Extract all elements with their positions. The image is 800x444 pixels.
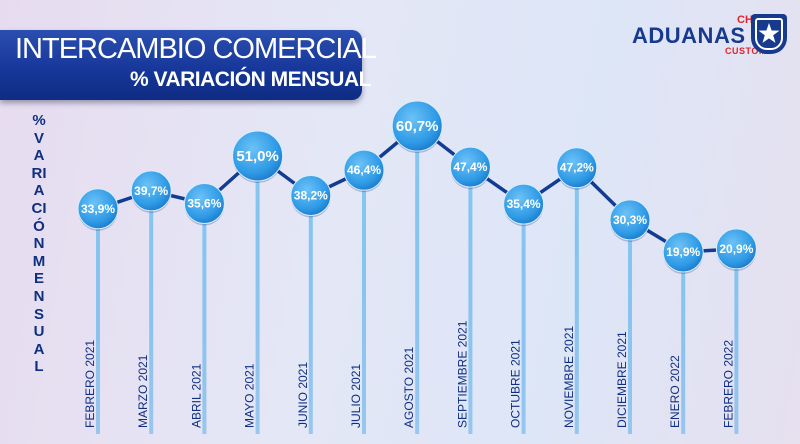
x-tick-label-7: SEPTIEMBRE 2021 — [455, 320, 469, 428]
data-label-1: 39,7% — [134, 184, 168, 198]
data-point-5 — [343, 149, 385, 191]
stem-0 — [96, 208, 100, 434]
x-tick-label-12: FEBRERO 2022 — [721, 340, 735, 428]
stem-9 — [574, 167, 579, 435]
chart-title: INTERCAMBIO COMERCIAL — [15, 33, 377, 65]
data-label-7: 47,4% — [453, 160, 487, 174]
x-tick-label-3: MAYO 2021 — [243, 363, 257, 428]
x-tick-label-9: NOVIEMBRE 2021 — [562, 326, 576, 428]
data-point-2 — [183, 183, 225, 225]
logo-customs-text: CUSTOMS — [725, 46, 774, 56]
data-point-10 — [609, 199, 651, 241]
x-tick-label-5: JULIO 2021 — [349, 364, 363, 428]
chart-subtitle: % VARIACIÓN MENSUAL — [130, 68, 371, 91]
data-label-10: 30,3% — [613, 213, 647, 227]
data-point-8 — [503, 183, 545, 225]
x-tick-label-11: ENERO 2022 — [668, 355, 682, 428]
x-tick-label-2: ABRIL 2021 — [189, 363, 203, 428]
y-axis-label: %VARIACIÓNMENSUAL — [31, 112, 47, 376]
star-shield-icon — [751, 14, 787, 54]
x-tick-labels: FEBRERO 2021 MARZO 2021 ABRIL 2021 MAYO 202… — [83, 320, 735, 428]
data-point-3 — [232, 130, 284, 182]
data-label-4: 38,2% — [294, 188, 328, 202]
x-tick-label-0: FEBRERO 2021 — [83, 340, 97, 428]
stem-6 — [415, 126, 420, 434]
data-point-9 — [556, 147, 598, 189]
stem-1 — [149, 190, 154, 434]
x-tick-label-8: OCTUBRE 2021 — [509, 339, 523, 428]
data-point-6 — [391, 100, 443, 152]
data-label-9: 47,2% — [560, 161, 594, 175]
data-point-12 — [715, 228, 757, 270]
bubbles-layer: 33,9% 39,7% 35,6% 51,0% 38,2% 46,4% 60,7% 47,4%… — [77, 100, 757, 274]
stem-5 — [362, 170, 366, 435]
stem-3 — [255, 155, 260, 435]
x-tick-label-10: DICIEMBRE 2021 — [615, 331, 629, 428]
badge-star — [758, 23, 780, 43]
data-point-7 — [449, 146, 491, 188]
data-point-4 — [290, 174, 332, 216]
x-tick-label-4: JUNIO 2021 — [296, 362, 310, 428]
stem-11 — [681, 252, 686, 434]
stems-layer — [96, 126, 739, 435]
data-label-0: 33,9% — [81, 202, 115, 216]
x-tick-label-1: MARZO 2021 — [136, 354, 150, 428]
data-label-8: 35,4% — [507, 197, 541, 211]
stem-8 — [521, 204, 526, 434]
data-label-5: 46,4% — [347, 163, 381, 177]
stem-7 — [468, 167, 473, 434]
data-point-0 — [77, 188, 119, 230]
data-label-3: 51,0% — [236, 148, 279, 165]
title-banner — [0, 30, 362, 100]
stem-12 — [734, 248, 739, 434]
aduanas-logo: CHILE ADUANAS CUSTOMS — [632, 14, 792, 56]
badge-border — [755, 18, 783, 50]
x-tick-label-6: AGOSTO 2021 — [402, 347, 416, 428]
data-label-12: 20,9% — [719, 242, 753, 256]
data-point-1 — [130, 170, 172, 212]
stem-2 — [202, 203, 207, 434]
data-point-11 — [662, 231, 704, 273]
logo-name-text: ADUANAS — [632, 23, 746, 48]
stem-10 — [628, 219, 632, 434]
data-label-11: 19,9% — [666, 245, 700, 259]
data-label-6: 60,7% — [396, 118, 439, 135]
data-label-2: 35,6% — [187, 197, 221, 211]
stem-4 — [308, 195, 313, 434]
